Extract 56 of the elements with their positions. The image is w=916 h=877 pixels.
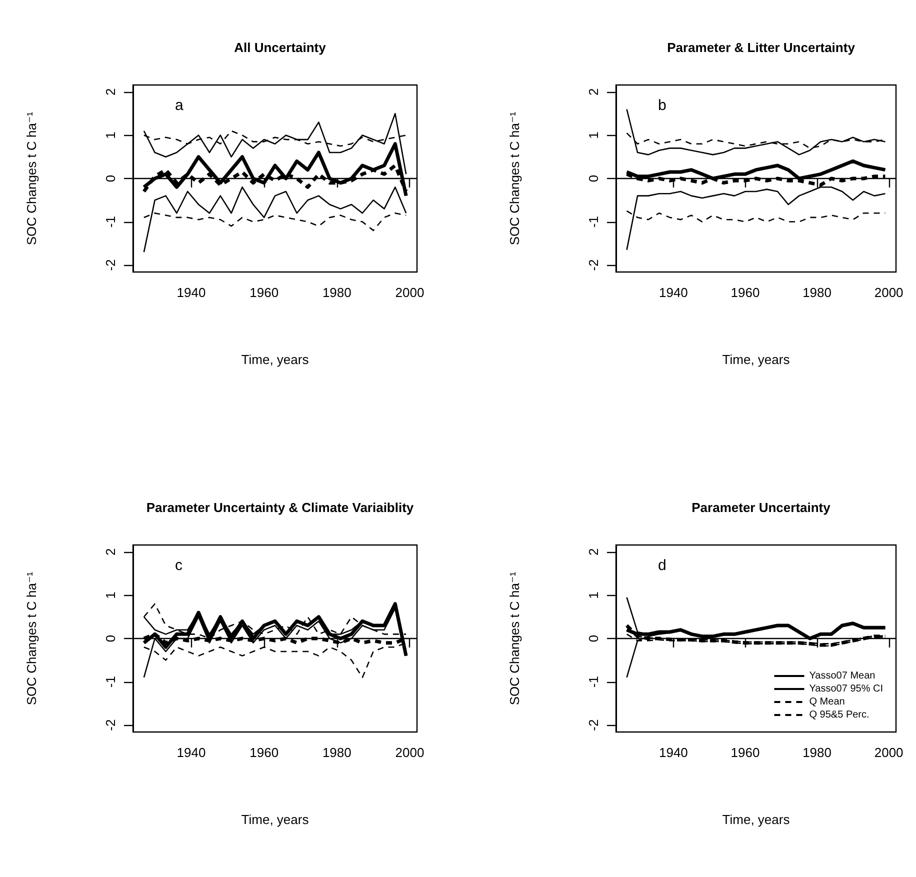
x-tick-label: 1980 [322,745,352,760]
x-axis-title: Time, years [722,352,790,367]
y-tick-label: -1 [586,676,601,688]
x-tick-label: 1940 [176,285,206,300]
annotation: d [658,557,666,574]
x-tick-label: 1940 [176,745,206,760]
chart-title: Parameter Uncertainty [692,500,832,515]
x-tick-label: 2000 [874,745,904,760]
y-tick-label: -2 [586,259,601,271]
y-tick-label: 1 [103,132,118,139]
legend-label: Yasso07 95% CI [809,684,884,694]
y-tick-label: 1 [586,132,601,139]
y-tick-label: -1 [103,216,118,228]
x-axis-title: Time, years [722,812,790,827]
y-tick-label: 0 [103,634,118,642]
y-axis-title: SOC Changes t C ha⁻¹ [24,571,39,706]
x-tick-label: 1980 [802,285,832,300]
annotation: c [175,557,183,574]
y-tick-label: 2 [586,548,601,556]
x-tick-label: 1960 [730,285,760,300]
y-tick-label: 0 [103,174,118,182]
legend-label: Q 95&5 Perc. [809,710,870,720]
chart-title: All Uncertainty [234,40,327,55]
y-tick-label: -2 [103,719,118,731]
y-axis-title: SOC Changes t C ha⁻¹ [507,571,522,706]
annotation: b [658,97,666,114]
x-axis-title: Time, years [241,352,310,367]
x-tick-label: 2000 [395,285,424,300]
y-tick-label: 1 [586,592,601,599]
x-tick-label: 2000 [395,745,424,760]
x-tick-label: 1980 [802,745,832,760]
y-tick-label: 2 [103,548,118,556]
y-tick-label: 1 [103,592,118,599]
x-tick-label: 1960 [250,745,279,760]
y-axis-title: SOC Changes t C ha⁻¹ [24,111,39,246]
chart-title: Parameter & Litter Uncertainty [667,40,856,55]
y-tick-label: -2 [586,719,601,731]
y-tick-label: -2 [103,259,118,271]
x-tick-label: 1980 [322,285,352,300]
legend-label: Yasso07 Mean [809,670,876,682]
x-tick-label: 1940 [658,745,688,760]
x-tick-label: 2000 [874,285,904,300]
y-tick-label: 2 [586,88,601,96]
y-axis-title: SOC Changes t C ha⁻¹ [507,111,522,246]
x-tick-label: 1940 [658,285,688,300]
chart-title: Parameter Uncertainty & Climate Variaiblity [146,500,414,515]
y-tick-label: 0 [586,174,601,182]
y-tick-label: -1 [103,676,118,688]
y-tick-label: 0 [586,634,601,642]
x-axis-title: Time, years [241,812,310,827]
legend-label: Q Mean [809,696,845,708]
annotation: a [175,97,184,114]
y-tick-label: 2 [103,88,118,96]
y-tick-label: -1 [586,216,601,228]
x-tick-label: 1960 [250,285,279,300]
x-tick-label: 1960 [730,745,760,760]
